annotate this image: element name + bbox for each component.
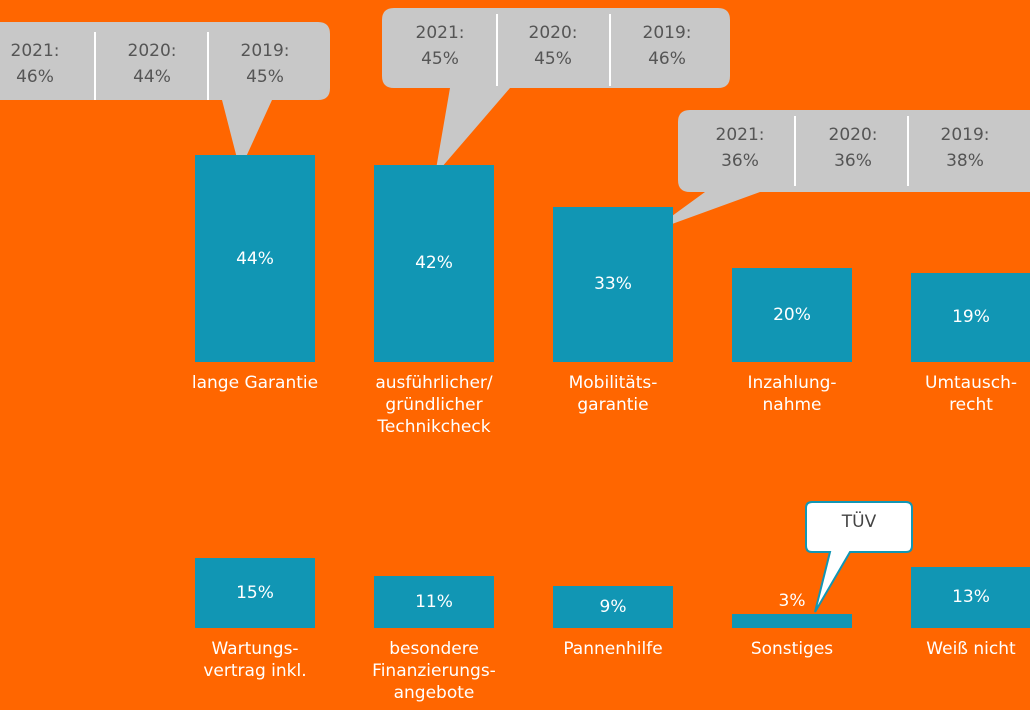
callout-value: 46% <box>648 49 686 69</box>
bar <box>732 268 852 362</box>
callout-dividers <box>94 14 909 186</box>
category-label: Wartungs- vertrag inkl. <box>203 639 307 681</box>
category-label: lange Garantie <box>191 373 319 393</box>
category-label: Pannenhilfe <box>563 639 663 659</box>
value-label: 42% <box>415 253 453 274</box>
value-label: 19% <box>952 307 990 328</box>
bar <box>374 164 494 362</box>
annotation-bubble <box>805 501 913 613</box>
category-label: besondere Finanzierungs- angebote <box>372 639 496 703</box>
bar <box>553 585 673 628</box>
callout-bubble <box>382 8 730 175</box>
bar <box>911 566 1030 628</box>
value-label: 9% <box>599 596 627 617</box>
value-label: 15% <box>236 582 274 603</box>
value-label: 33% <box>594 274 632 295</box>
callout-value: 45% <box>246 67 284 87</box>
callout-value: 38% <box>946 151 984 171</box>
annotation: TÜV <box>841 512 877 532</box>
callout-year: 2021: <box>715 125 765 145</box>
category-label: ausführlicher/ gründlicher Technikcheck <box>375 373 493 437</box>
callout-year: 2020: <box>828 125 878 145</box>
callout-year: 2020: <box>528 23 578 43</box>
category-label: Mobilitäts- garantie <box>568 373 658 415</box>
category-label: Sonstiges <box>750 639 834 659</box>
category-label: Inzahlung- nahme <box>747 373 837 415</box>
callout-year: 2021: <box>415 23 465 43</box>
value-label: 3% <box>778 590 806 611</box>
value-label: 13% <box>952 587 990 608</box>
category-label: Umtausch- recht <box>925 373 1017 415</box>
bar <box>195 557 315 628</box>
callout-year: 2020: <box>127 41 177 61</box>
callout-value: 45% <box>534 49 572 69</box>
bar <box>732 613 852 628</box>
bar <box>195 155 315 362</box>
bar <box>374 576 494 628</box>
callout-bubble <box>0 22 330 170</box>
value-label: 11% <box>415 592 453 613</box>
callout-bubble <box>650 110 1030 232</box>
category-label: Weiß nicht <box>926 639 1016 659</box>
callout-value: 36% <box>721 151 759 171</box>
callout-year: 2021: <box>10 41 60 61</box>
value-label: 44% <box>236 248 274 269</box>
callout-value: 45% <box>421 49 459 69</box>
callout-year: 2019: <box>940 125 990 145</box>
bar <box>553 206 673 362</box>
callout-value: 36% <box>834 151 872 171</box>
value-label: 20% <box>773 305 811 325</box>
bar <box>911 272 1030 362</box>
callout-year: 2019: <box>240 41 290 61</box>
callout-year: 2019: <box>642 23 692 43</box>
callout-value: 46% <box>16 67 54 87</box>
callout-value: 44% <box>133 67 171 87</box>
